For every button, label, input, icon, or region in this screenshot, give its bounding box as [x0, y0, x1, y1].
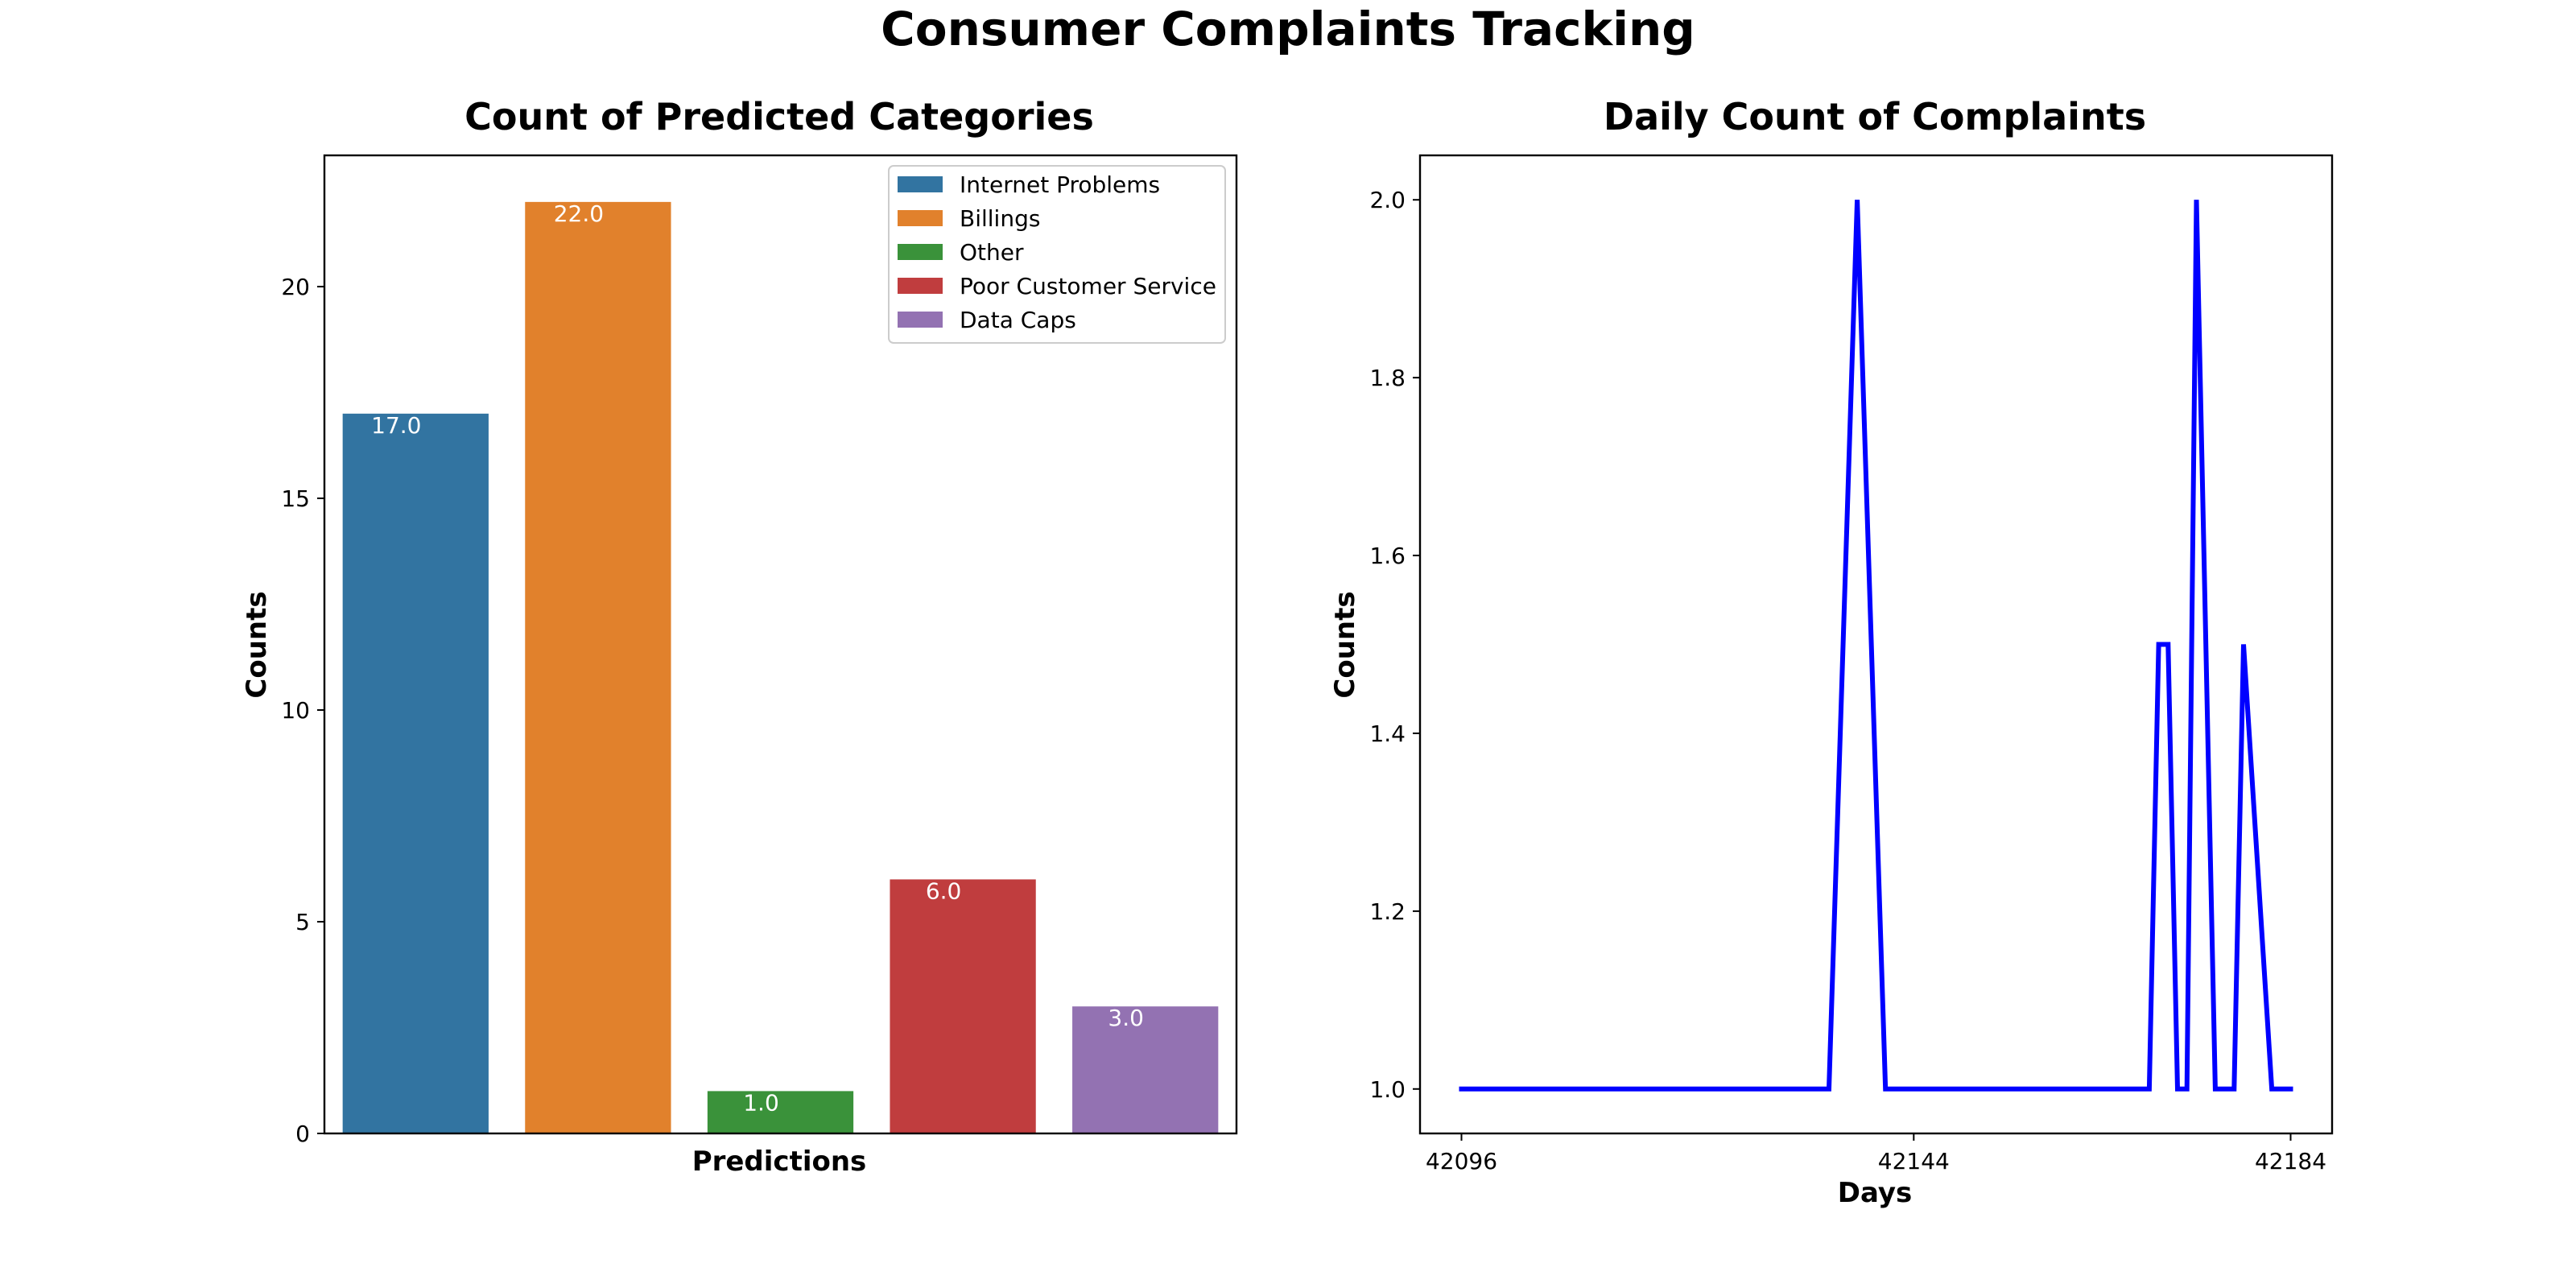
line-y-tick-label: 1.4 — [1369, 720, 1406, 747]
legend-swatch-internet-problems — [898, 176, 943, 192]
bar-chart-bars — [342, 201, 1219, 1133]
bar-chart-y-axis-label: Counts — [241, 591, 273, 698]
bar-y-tick-label: 0 — [295, 1121, 310, 1147]
bar-y-tick-label: 5 — [295, 909, 310, 935]
bar-chart-y-axis: 0 5 10 15 20 — [281, 274, 324, 1147]
legend-label-poor-customer-service: Poor Customer Service — [960, 273, 1216, 299]
bar-y-tick-label: 20 — [281, 274, 310, 300]
bar-y-tick-label: 10 — [281, 697, 310, 724]
line-chart-y-axis: 1.0 1.2 1.4 1.6 1.8 2.0 — [1369, 187, 1420, 1103]
bar-poor-customer-service — [890, 879, 1036, 1133]
bar-internet-problems — [342, 413, 489, 1133]
legend-label-other: Other — [960, 239, 1024, 266]
line-chart-x-axis: 42096 42144 42184 — [1426, 1133, 2326, 1174]
bar-chart-legend: Internet Problems Billings Other Poor Cu… — [888, 165, 1226, 344]
line-chart-y-axis-label: Counts — [1329, 591, 1361, 698]
line-chart-frame — [1418, 154, 2334, 1135]
bar-data-caps — [1072, 1006, 1219, 1133]
bar-data-label-other: 1.0 — [743, 1089, 779, 1116]
bar-chart-data-labels: 17.0 22.0 1.0 6.0 3.0 — [371, 200, 1144, 1117]
bar-billings — [525, 201, 671, 1133]
legend-box — [888, 165, 1226, 344]
bar-data-label-billings: 22.0 — [554, 200, 604, 227]
bar-chart-x-axis-label: Predictions — [692, 1146, 867, 1178]
figure-title: Consumer Complaints Tracking — [881, 2, 1695, 56]
line-y-tick-label: 1.2 — [1369, 898, 1406, 925]
legend-swatch-data-caps — [898, 312, 943, 328]
legend-swatch-poor-customer-service — [898, 278, 943, 294]
bar-data-label-poor-customer-service: 6.0 — [926, 877, 962, 904]
bar-chart-title: Count of Predicted Categories — [464, 95, 1094, 138]
line-chart-series — [1459, 200, 2293, 1092]
bar-chart-frame — [323, 154, 1238, 1135]
line-chart: Daily Count of Complaints 1.01.21.41.61.… — [1329, 95, 2334, 1209]
line-y-tick-label: 1.6 — [1369, 543, 1406, 569]
line-chart-title: Daily Count of Complaints — [1604, 95, 2146, 138]
line-x-tick-label: 42144 — [1878, 1148, 1950, 1174]
line-x-tick-label: 42096 — [1426, 1148, 1497, 1174]
legend-label-data-caps: Data Caps — [960, 307, 1076, 333]
bar-y-tick-label: 15 — [281, 485, 310, 512]
line-y-tick-label: 1.8 — [1369, 365, 1406, 391]
line-y-tick-label: 2.0 — [1369, 187, 1406, 213]
legend-swatch-billings — [898, 210, 943, 226]
bar-data-label-internet-problems: 17.0 — [371, 412, 421, 439]
bar-other — [707, 1091, 854, 1133]
line-series-0 — [1459, 200, 2293, 1092]
legend-label-billings: Billings — [960, 205, 1040, 232]
legend-swatch-other — [898, 244, 943, 260]
legend-label-internet-problems: Internet Problems — [960, 171, 1160, 198]
line-x-tick-label: 42184 — [2255, 1148, 2326, 1174]
line-chart-x-axis-label: Days — [1838, 1177, 1913, 1209]
bar-chart: Count of Predicted Categories 0 5 10 15 20 1… — [241, 95, 1238, 1178]
bar-data-label-data-caps: 3.0 — [1108, 1005, 1144, 1031]
line-y-tick-label: 1.0 — [1369, 1076, 1406, 1103]
